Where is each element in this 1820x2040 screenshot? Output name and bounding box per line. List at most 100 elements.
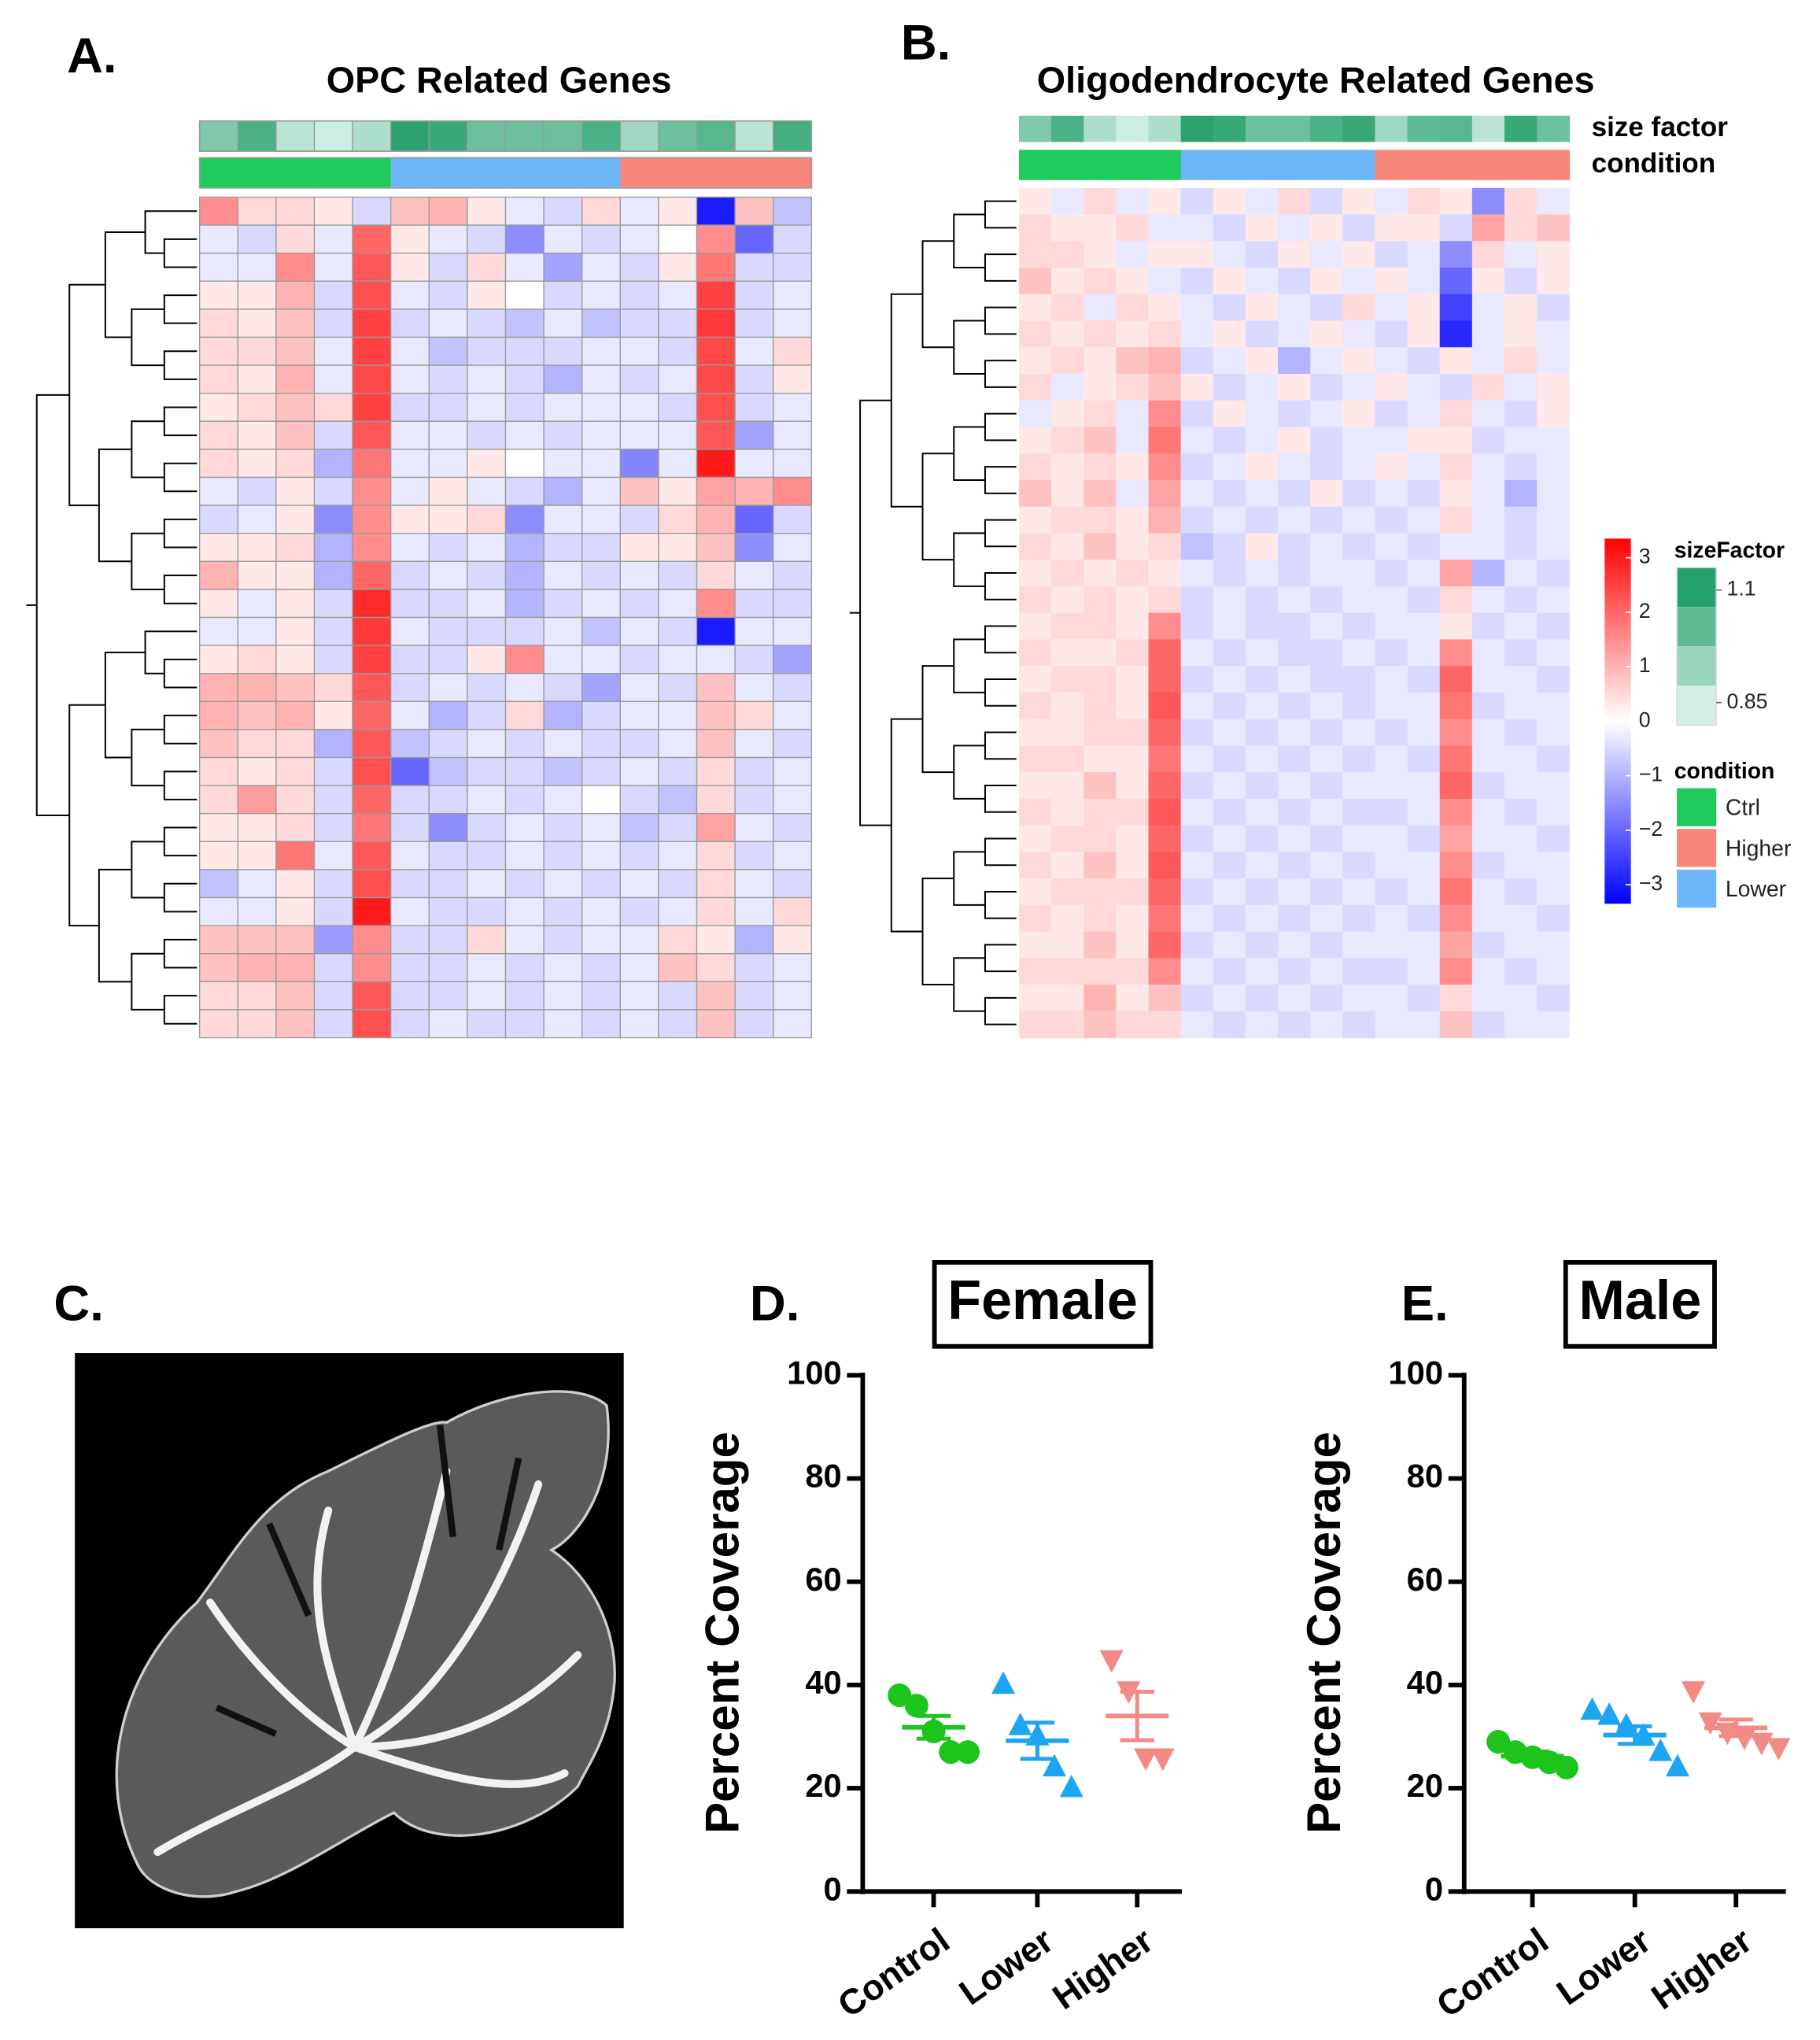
heatmap-cell: [198, 589, 238, 619]
size-factor-cell: [619, 120, 659, 152]
heatmap-cell: [1245, 1011, 1279, 1039]
dendrogram-branch: [68, 283, 105, 507]
heatmap-cell: [275, 869, 316, 899]
heatmap-cell: [198, 1009, 238, 1039]
heatmap-cell: [390, 700, 430, 730]
heatmap-cell: [1407, 639, 1441, 667]
heatmap-cell: [1148, 320, 1182, 348]
heatmap-cell: [696, 756, 736, 786]
heatmap-cell: [313, 813, 353, 842]
heatmap-cell: [504, 504, 545, 534]
heatmap-cell: [1245, 453, 1279, 481]
condition-cell: [1084, 150, 1117, 180]
heatmap-cell: [428, 449, 468, 479]
heatmap-cell: [734, 196, 774, 226]
heatmap-cell: [428, 813, 468, 842]
heatmap-cell: [619, 1009, 659, 1039]
heatmap-cell: [1278, 931, 1311, 959]
heatmap-cell: [1019, 586, 1052, 614]
heatmap-cell: [696, 560, 736, 590]
heatmap-cell: [1439, 400, 1473, 428]
heatmap-cell: [275, 364, 316, 394]
y-tick-label: 80: [1407, 1458, 1443, 1495]
heatmap-cell: [696, 476, 736, 506]
heatmap-cell: [198, 449, 238, 479]
heatmap-cell: [352, 813, 392, 842]
size-factor-cell: [543, 120, 583, 152]
heatmap-cell: [1148, 745, 1182, 773]
heatmap-cell: [1019, 878, 1052, 906]
heatmap-cell: [734, 309, 774, 338]
heatmap-cell: [467, 841, 507, 870]
heatmap-cell: [581, 925, 621, 955]
heatmap-cell: [1471, 533, 1505, 560]
heatmap-cell: [1342, 347, 1376, 375]
heatmap-cell: [1504, 985, 1538, 1012]
heatmap-cell: [1180, 453, 1214, 481]
dendrogram-branch: [859, 399, 892, 826]
heatmap-cell: [1504, 1011, 1538, 1039]
heatmap-cell: [467, 196, 507, 226]
heatmap-cell: [619, 841, 659, 870]
heatmap-cell: [275, 253, 316, 282]
heatmap-cell: [1148, 400, 1182, 428]
heatmap-cell: [1407, 904, 1441, 933]
heatmap-cell: [1375, 639, 1408, 667]
heatmap-cell: [1051, 666, 1084, 693]
heatmap-cell: [313, 309, 353, 338]
heatmap-cell: [658, 1009, 698, 1039]
heatmap-cell: [1407, 825, 1441, 853]
heatmap-cell: [1310, 268, 1343, 295]
heatmap-cell: [352, 504, 392, 534]
heatmap-cell: [352, 896, 392, 926]
annotation-label: condition: [1592, 148, 1716, 179]
heatmap-cell: [1180, 612, 1214, 641]
heatmap-cell: [313, 560, 353, 590]
heatmap-cell: [1019, 825, 1052, 853]
heatmap-cell: [543, 673, 583, 702]
heatmap-cell: [313, 841, 353, 870]
heatmap-cell: [198, 616, 238, 646]
heatmap-cell: [275, 700, 316, 730]
heatmap-cell: [1278, 639, 1311, 667]
heatmap-cell: [1180, 214, 1214, 242]
heatmap-cell: [1504, 241, 1538, 268]
heatmap-cell: [1051, 852, 1084, 879]
heatmap-cell: [1245, 241, 1279, 268]
heatmap-cell: [696, 533, 736, 562]
size-factor-cell: [1278, 116, 1312, 142]
heatmap-cell: [198, 364, 238, 394]
heatmap-cell: [773, 449, 813, 479]
heatmap-cell: [1019, 985, 1052, 1012]
heatmap-cell: [1310, 453, 1343, 481]
legend-title: sizeFactor: [1674, 538, 1785, 564]
error-bar: [916, 1713, 951, 1741]
heatmap-cell: [1439, 852, 1473, 879]
heatmap-cell: [467, 925, 507, 955]
heatmap-cell: [1180, 985, 1214, 1012]
heatmap-cell: [1537, 772, 1570, 800]
heatmap-cell: [313, 253, 353, 282]
y-tick-label: 0: [824, 1870, 842, 1907]
heatmap-cell: [1310, 639, 1343, 667]
heatmap-cell: [658, 420, 698, 450]
error-bar: [1618, 1724, 1652, 1746]
heatmap-cell: [1245, 639, 1279, 667]
heatmap-cell: [198, 953, 238, 982]
heatmap-cell: [1407, 772, 1441, 800]
heatmap-cell: [1342, 745, 1376, 773]
condition-cell: [467, 157, 507, 188]
heatmap-cell: [237, 925, 277, 955]
heatmap-cell: [1019, 1011, 1052, 1039]
heatmap-cell: [1116, 506, 1150, 534]
heatmap-cell: [1084, 400, 1117, 428]
heatmap-cell: [658, 616, 698, 646]
size-factor-cell: [1148, 116, 1182, 142]
heatmap-cell: [1084, 453, 1117, 481]
heatmap-cell: [198, 196, 238, 226]
heatmap-cell: [504, 560, 545, 590]
heatmap-cell: [390, 196, 430, 226]
heatmap-cell: [504, 785, 545, 815]
heatmap-title: Oligodendrocyte Related Genes: [1037, 60, 1595, 101]
heatmap-cell: [1504, 373, 1538, 401]
